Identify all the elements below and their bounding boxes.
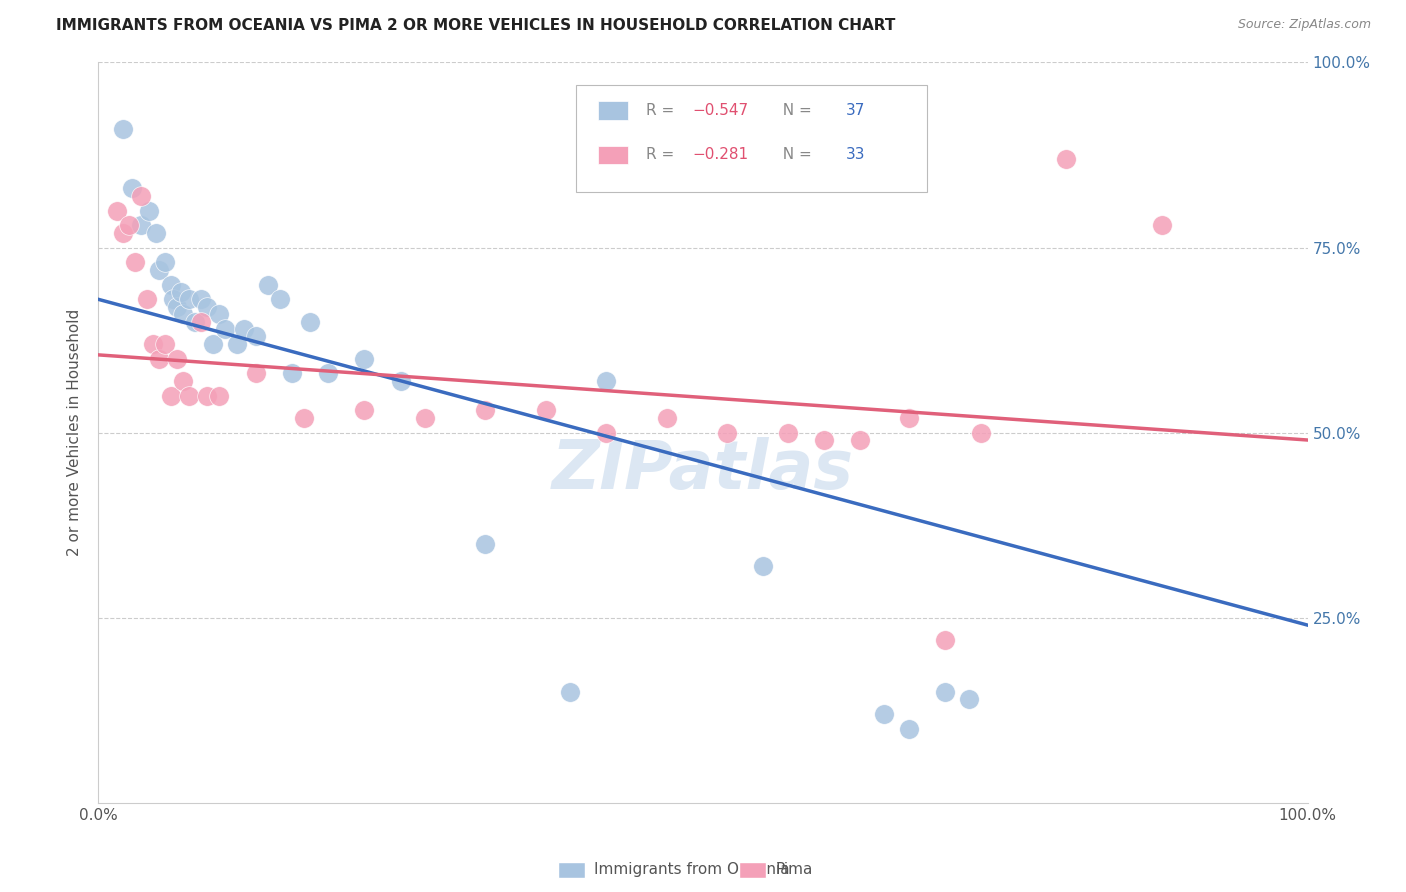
FancyBboxPatch shape (576, 85, 927, 192)
Point (121, 181, 143, 195)
Point (172, 374, 194, 388)
Point (353, 403, 375, 417)
Point (897, 410, 920, 425)
Point (292, 410, 315, 425)
Point (153, 336, 176, 351)
Point (353, 351, 375, 366)
Point (1054, 152, 1077, 166)
Point (245, 367, 267, 381)
Point (172, 307, 194, 321)
Point (138, 203, 160, 218)
Point (897, 722, 920, 736)
Point (179, 293, 201, 307)
Point (105, 203, 128, 218)
Point (148, 351, 170, 366)
Y-axis label: 2 or more Vehicles in Household: 2 or more Vehicles in Household (67, 309, 83, 557)
Point (970, 425, 993, 440)
Point (135, 293, 157, 307)
Point (169, 285, 191, 299)
Point (655, 410, 678, 425)
Point (316, 367, 339, 381)
Point (1152, 219, 1174, 233)
Text: −0.547: −0.547 (692, 103, 748, 118)
Point (752, 558, 775, 573)
Text: ZIPatlas: ZIPatlas (553, 437, 853, 502)
Text: R =: R = (647, 103, 679, 118)
Point (534, 403, 557, 417)
Point (153, 255, 176, 269)
Point (111, 122, 134, 136)
Point (160, 277, 183, 292)
Point (595, 374, 617, 388)
Point (162, 293, 184, 307)
Point (299, 314, 322, 328)
Point (129, 188, 152, 202)
Point (111, 226, 134, 240)
Point (776, 425, 799, 440)
Point (184, 314, 207, 328)
Point (202, 336, 225, 351)
Text: Source: ZipAtlas.com: Source: ZipAtlas.com (1237, 18, 1371, 31)
Bar (598, 145, 628, 164)
Text: IMMIGRANTS FROM OCEANIA VS PIMA 2 OR MORE VEHICLES IN HOUSEHOLD CORRELATION CHAR: IMMIGRANTS FROM OCEANIA VS PIMA 2 OR MOR… (56, 18, 896, 33)
Point (226, 336, 249, 351)
Point (934, 632, 956, 647)
Text: Pima: Pima (776, 862, 813, 877)
Point (849, 433, 872, 447)
Point (190, 314, 212, 328)
Point (195, 300, 218, 314)
Text: 37: 37 (845, 103, 865, 118)
Point (716, 425, 738, 440)
Point (256, 277, 278, 292)
Point (124, 255, 146, 269)
Point (873, 706, 896, 721)
Point (160, 388, 183, 402)
Point (245, 329, 267, 343)
Text: −0.281: −0.281 (692, 147, 748, 162)
Point (166, 351, 188, 366)
Point (957, 692, 980, 706)
Point (179, 388, 201, 402)
Point (208, 388, 231, 402)
Point (474, 536, 496, 550)
Text: N =: N = (773, 147, 817, 162)
Point (148, 262, 170, 277)
Point (118, 219, 141, 233)
Point (129, 219, 152, 233)
Text: 33: 33 (845, 147, 865, 162)
Point (474, 403, 496, 417)
Point (281, 367, 304, 381)
Point (558, 685, 581, 699)
Bar (558, 862, 585, 879)
Point (208, 307, 231, 321)
Point (145, 226, 167, 240)
Point (232, 322, 254, 336)
Point (195, 388, 218, 402)
Text: Immigrants from Oceania: Immigrants from Oceania (595, 862, 790, 877)
Point (166, 300, 188, 314)
Text: N =: N = (773, 103, 817, 118)
Point (413, 410, 436, 425)
Point (595, 425, 617, 440)
Point (813, 433, 835, 447)
Point (269, 293, 291, 307)
Point (190, 293, 212, 307)
Point (214, 322, 236, 336)
Point (934, 685, 956, 699)
Point (389, 374, 412, 388)
Bar (740, 862, 766, 879)
Text: R =: R = (647, 147, 679, 162)
Bar (598, 102, 628, 120)
Point (142, 336, 165, 351)
